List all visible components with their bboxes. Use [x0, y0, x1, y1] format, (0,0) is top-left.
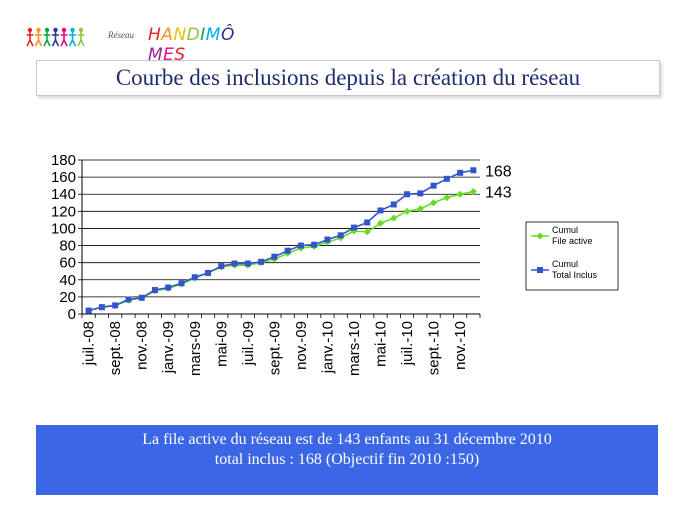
y-tick-label: 0 [68, 306, 76, 323]
end-value-label: 168 [485, 163, 512, 180]
brand-letter: S [174, 45, 186, 65]
logo-brand-text: HANDIMÔMES [148, 25, 244, 65]
y-tick-label: 60 [59, 255, 76, 272]
legend-marker [536, 232, 544, 240]
data-point [430, 182, 437, 189]
legend-box [525, 221, 619, 291]
data-point [191, 274, 198, 281]
data-point [271, 253, 278, 260]
data-point [430, 199, 438, 207]
chart-axes [78, 159, 481, 318]
data-point [112, 302, 119, 309]
x-tick-label: nov.-08 [134, 321, 151, 370]
x-tick-label: juil.-10 [399, 321, 416, 366]
data-point [151, 287, 158, 294]
data-point [138, 294, 145, 301]
x-tick-label: janv.-10 [319, 321, 336, 374]
data-point [244, 260, 251, 267]
legend-label: Cumul [552, 259, 578, 269]
logo: Réseau HANDIMÔMES [24, 24, 244, 65]
y-tick-label: 20 [59, 289, 76, 306]
data-point [311, 241, 318, 248]
data-point [258, 258, 265, 265]
data-point [231, 260, 238, 267]
data-point [350, 224, 357, 231]
caption-line-1: La file active du réseau est de 143 enfa… [142, 431, 552, 448]
x-tick-label: mai-09 [213, 321, 230, 367]
legend-label: Cumul [552, 225, 578, 235]
series-line [88, 169, 474, 312]
data-point [98, 304, 105, 311]
y-tick-label: 100 [51, 220, 76, 237]
x-tick-label: mars-09 [187, 321, 204, 376]
summary-caption: La file active du réseau est de 143 enfa… [36, 425, 658, 495]
data-point [205, 269, 212, 276]
brand-letter: D [186, 25, 201, 45]
data-point [284, 247, 291, 254]
data-point [469, 188, 477, 196]
data-point [390, 214, 398, 222]
x-tick-label: janv.-09 [160, 321, 177, 374]
data-point [377, 207, 384, 214]
data-point [443, 194, 451, 202]
data-point [297, 242, 304, 249]
brand-letter: M [205, 25, 221, 45]
x-tick-label: sept.-10 [426, 321, 443, 375]
x-tick-label: sept.-08 [107, 321, 124, 375]
data-point [363, 228, 371, 236]
data-point [457, 169, 464, 176]
end-value-label: 143 [485, 185, 512, 202]
x-tick-label: juil.-08 [81, 321, 98, 366]
brand-letter: I [200, 25, 206, 45]
caption-line-2: total inclus : 168 (Objectif fin 2010 :1… [214, 451, 480, 468]
data-point [324, 236, 331, 243]
data-point [404, 191, 411, 198]
brand-letter: H [148, 25, 162, 45]
legend-marker [537, 267, 543, 273]
data-point [443, 175, 450, 182]
data-point [125, 296, 132, 303]
y-tick-label: 140 [51, 186, 76, 203]
data-point [417, 190, 424, 197]
data-point [364, 219, 371, 226]
x-tick-label: nov.-10 [452, 321, 469, 370]
data-point [165, 284, 172, 291]
chart-grid [82, 159, 480, 298]
data-point [403, 207, 411, 215]
data-point [337, 232, 344, 239]
data-point [218, 263, 225, 270]
data-point [377, 219, 384, 227]
y-tick-label: 120 [51, 203, 76, 220]
y-tick-label: 160 [51, 169, 76, 186]
x-tick-label: mai-10 [373, 321, 390, 367]
x-tick-label: juil.-09 [240, 321, 257, 366]
y-tick-label: 40 [59, 272, 76, 289]
logo-reseau-text: Réseau [108, 30, 134, 40]
page-title: Courbe des inclusions depuis la création… [115, 65, 581, 90]
brand-letter: E [163, 45, 175, 65]
x-tick-label: mars-10 [346, 321, 363, 376]
x-tick-label: nov.-09 [293, 321, 310, 370]
y-tick-label: 180 [51, 152, 76, 169]
series-line [88, 190, 474, 312]
data-point [456, 190, 464, 198]
data-point [178, 280, 185, 287]
data-point [416, 205, 424, 213]
brand-letter: Ô [220, 25, 235, 45]
chart-series [85, 167, 477, 315]
data-point [390, 201, 397, 208]
brand-letter: A [161, 25, 174, 45]
x-tick-label: sept.-09 [266, 321, 283, 375]
y-tick-label: 80 [59, 238, 76, 255]
data-point [85, 307, 92, 314]
legend-label: File active [552, 236, 593, 246]
children-figures-icon [26, 27, 85, 47]
brand-letter: N [173, 25, 187, 45]
legend-label: Total Inclus [552, 270, 598, 280]
title-box: Courbe des inclusions depuis la création… [36, 60, 660, 96]
data-point [470, 167, 477, 174]
